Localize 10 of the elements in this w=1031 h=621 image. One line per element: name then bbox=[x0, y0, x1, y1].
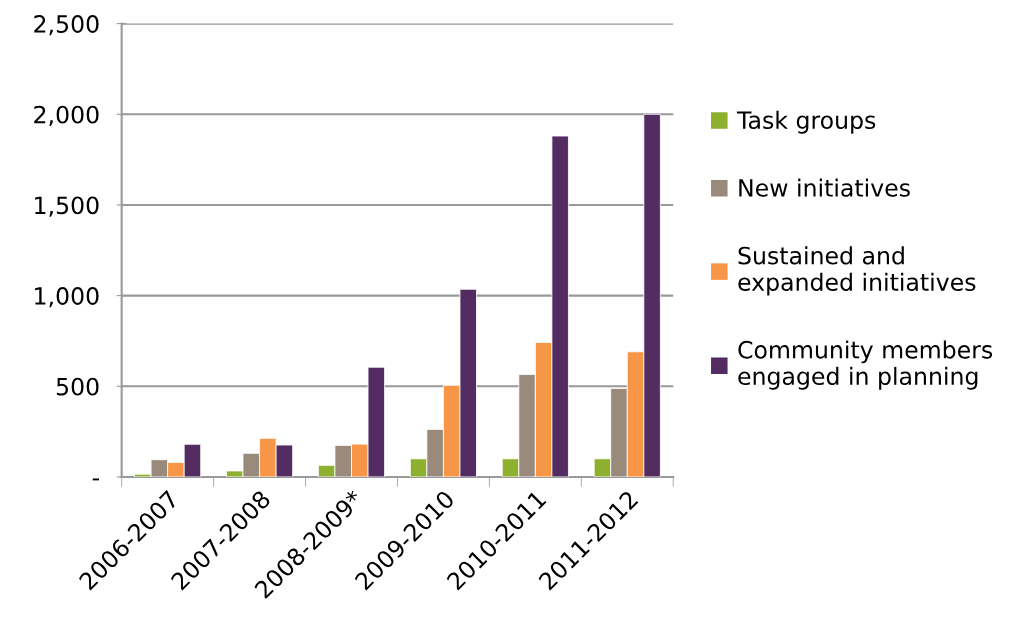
y-tick-label: 2,000 bbox=[34, 105, 99, 126]
y-tick-label: 1,000 bbox=[35, 287, 99, 308]
y-tick-label: 2,500 bbox=[34, 15, 99, 36]
legend-label: Sustained and expanded initiatives bbox=[738, 246, 976, 296]
legend-label: New initiatives bbox=[739, 178, 910, 197]
y-tick-label: - bbox=[92, 478, 99, 481]
legend-label: Task groups bbox=[736, 110, 876, 134]
y-tick-label: 1,500 bbox=[35, 196, 99, 217]
legend-label: Community members engaged in planning bbox=[738, 340, 993, 390]
y-tick-label: 500 bbox=[56, 377, 99, 396]
